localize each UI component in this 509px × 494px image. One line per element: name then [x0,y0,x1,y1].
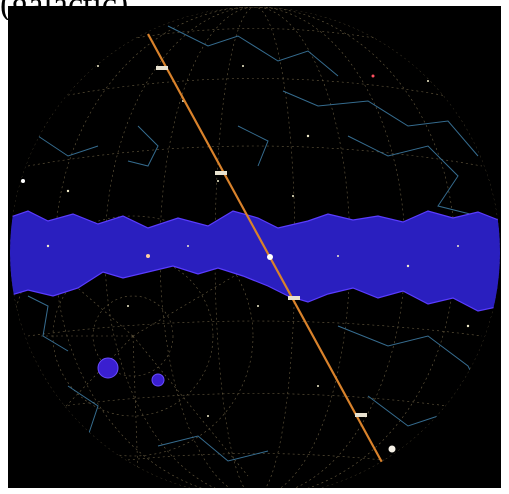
sky-view[interactable] [8,6,501,488]
moon-marker-icon[interactable] [267,254,273,260]
star-field [21,65,470,467]
celestial-sphere-icon [8,6,501,488]
sun-marker-icon[interactable] [388,445,396,453]
milky-way-band [10,210,500,387]
ecliptic-line [147,33,397,488]
